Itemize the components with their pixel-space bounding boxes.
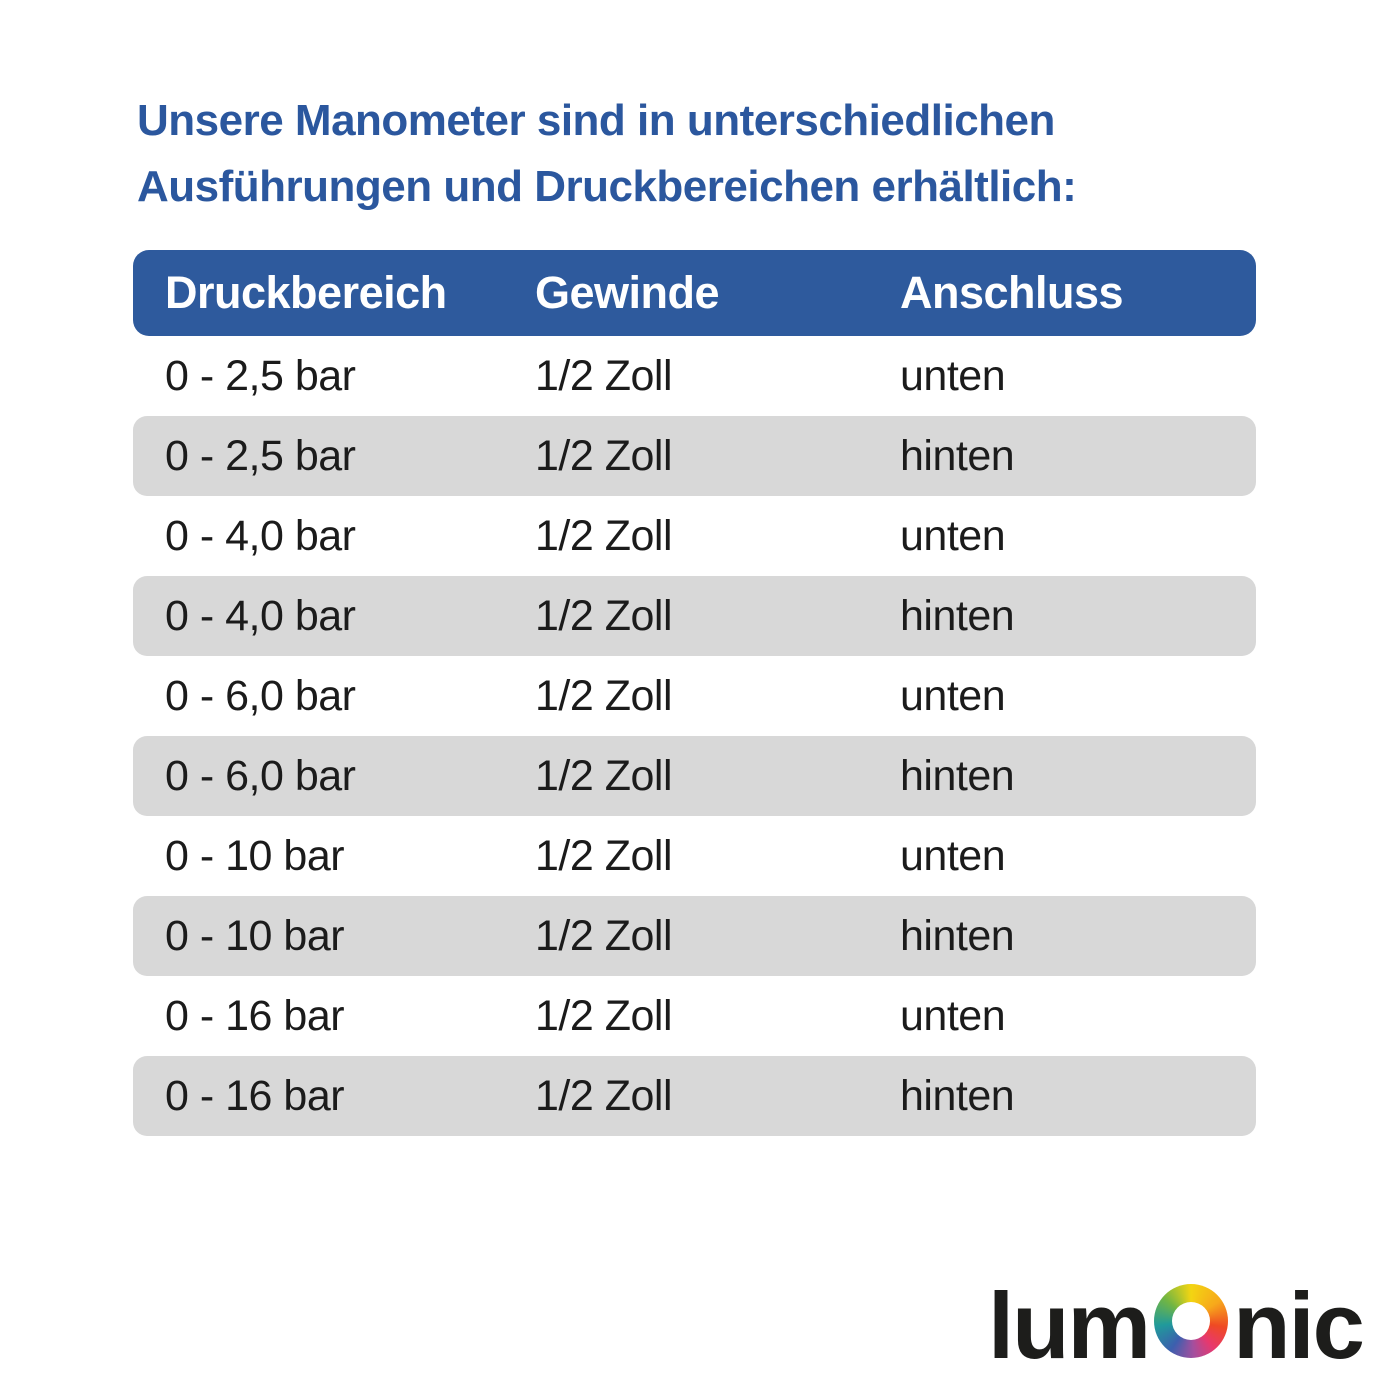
table-row: 0 - 6,0 bar 1/2 Zoll hinten [133, 736, 1256, 816]
table-body: 0 - 2,5 bar 1/2 Zoll unten 0 - 2,5 bar 1/2 Z… [133, 336, 1256, 1136]
table-cell: 1/2 Zoll [535, 431, 673, 480]
table-cell: hinten [900, 591, 1015, 640]
table-cell: 0 - 6,0 bar [165, 671, 356, 720]
table-cell: 0 - 10 bar [165, 911, 345, 960]
table-cell: 0 - 6,0 bar [165, 751, 356, 800]
table-cell: 1/2 Zoll [535, 911, 673, 960]
table-cell: hinten [900, 1071, 1015, 1120]
table-cell: 0 - 4,0 bar [165, 511, 356, 560]
table-cell: 0 - 4,0 bar [165, 591, 356, 640]
column-header-anschluss: Anschluss [900, 267, 1124, 318]
table-cell: 1/2 Zoll [535, 1071, 673, 1120]
table-cell: hinten [900, 751, 1015, 800]
table-cell: 0 - 16 bar [165, 991, 345, 1040]
table-cell: 0 - 16 bar [165, 1071, 345, 1120]
page-title-line2: Ausführungen und Druckbereichen erhältli… [137, 162, 1077, 211]
table-cell: hinten [900, 431, 1015, 480]
table-row: 0 - 10 bar 1/2 Zoll hinten [133, 896, 1256, 976]
page-title: Unsere Manometer sind in unterschiedlich… [137, 88, 1077, 220]
logo-text-lum: lum [988, 1273, 1151, 1378]
column-header-druckbereich: Druckbereich [165, 267, 447, 318]
table-cell: 0 - 2,5 bar [165, 431, 356, 480]
table-row: 0 - 6,0 bar 1/2 Zoll unten [133, 656, 1256, 736]
table-cell: 0 - 2,5 bar [165, 351, 356, 400]
table-row: 0 - 2,5 bar 1/2 Zoll hinten [133, 416, 1256, 496]
table-cell: unten [900, 511, 1006, 560]
table-row: 0 - 2,5 bar 1/2 Zoll unten [133, 336, 1256, 416]
table-row: 0 - 4,0 bar 1/2 Zoll unten [133, 496, 1256, 576]
table-cell: 1/2 Zoll [535, 671, 673, 720]
table-row: 0 - 16 bar 1/2 Zoll hinten [133, 1056, 1256, 1136]
table-cell: 1/2 Zoll [535, 991, 673, 1040]
table-cell: 1/2 Zoll [535, 831, 673, 880]
table-cell: unten [900, 671, 1006, 720]
pressure-range-table: Druckbereich Gewinde Anschluss 0 - 2,5 b… [133, 250, 1256, 1136]
table-row: 0 - 4,0 bar 1/2 Zoll hinten [133, 576, 1256, 656]
table-cell: unten [900, 831, 1006, 880]
page-title-line1: Unsere Manometer sind in unterschiedlich… [137, 96, 1055, 145]
table-row: 0 - 16 bar 1/2 Zoll unten [133, 976, 1256, 1056]
table-cell: unten [900, 351, 1006, 400]
column-header-gewinde: Gewinde [535, 267, 720, 318]
table-cell: unten [900, 991, 1006, 1040]
lumonic-logo: lum nic [988, 1272, 1365, 1380]
table-cell: 1/2 Zoll [535, 751, 673, 800]
logo-text-nic: nic [1233, 1273, 1365, 1378]
color-wheel-o-icon [1154, 1284, 1229, 1358]
table-cell: hinten [900, 911, 1015, 960]
table-header-row: Druckbereich Gewinde Anschluss [133, 250, 1256, 336]
table-cell: 1/2 Zoll [535, 511, 673, 560]
table-cell: 0 - 10 bar [165, 831, 345, 880]
table-cell: 1/2 Zoll [535, 351, 673, 400]
table-row: 0 - 10 bar 1/2 Zoll unten [133, 816, 1256, 896]
table-cell: 1/2 Zoll [535, 591, 673, 640]
